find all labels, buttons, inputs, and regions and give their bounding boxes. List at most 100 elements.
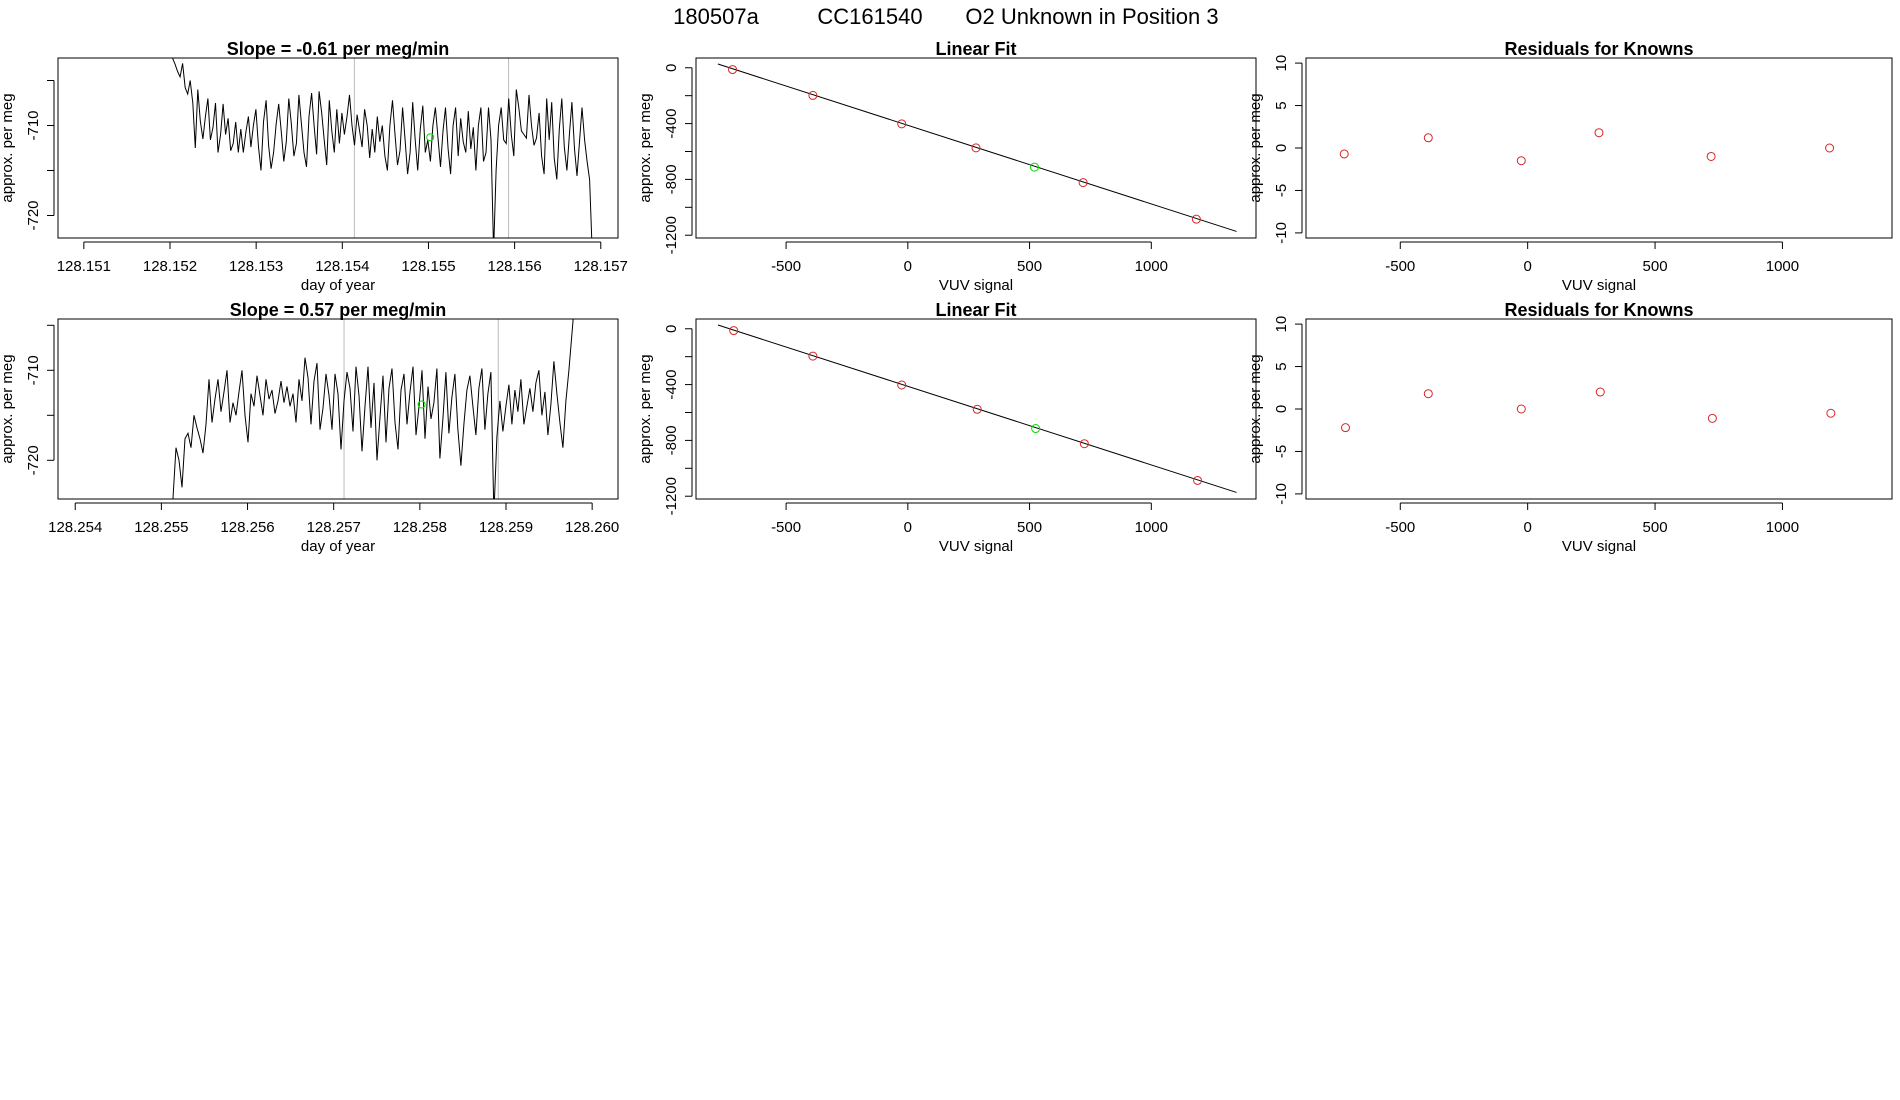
y-tick-label: -710: [25, 110, 42, 140]
y-tick-label: 0: [663, 64, 680, 72]
y-tick-label: -1200: [663, 216, 680, 254]
known-point: [971, 143, 981, 153]
y-tick-label: -400: [663, 109, 680, 139]
x-tick-label: 128.154: [315, 258, 369, 275]
unknown-point: [426, 133, 435, 142]
plot-frame: [695, 57, 1257, 239]
y-tick-label: 5: [1273, 362, 1290, 370]
x-axis-label: VUV signal: [939, 538, 1013, 555]
y-tick-label: 10: [1273, 316, 1290, 333]
x-tick-label: 500: [1643, 258, 1668, 275]
known-point: [729, 326, 739, 336]
chart-res1: Residuals for Knowns VUV signal approx. pe…: [1247, 39, 1893, 294]
plot-frame: [57, 318, 619, 500]
known-point: [1707, 413, 1717, 423]
known-point: [1594, 128, 1604, 138]
x-tick-label: 128.257: [307, 519, 361, 536]
y-tick-label: -400: [663, 370, 680, 400]
known-point: [1191, 214, 1201, 224]
chart-title: Slope = -0.61 per meg/min: [227, 39, 450, 59]
x-axis-label: day of year: [301, 277, 375, 294]
y-tick-label: -10: [1273, 222, 1290, 244]
unknown-point: [1029, 162, 1039, 172]
x-tick-label: 500: [1017, 258, 1042, 275]
chart-title: Residuals for Knowns: [1504, 300, 1693, 320]
x-tick-label: 0: [1523, 258, 1531, 275]
unknown-point: [1031, 424, 1041, 434]
known-point: [897, 119, 907, 129]
y-tick-label: -710: [25, 355, 42, 385]
unknown-point: [417, 400, 426, 409]
known-point: [1339, 149, 1349, 159]
known-point: [1423, 133, 1433, 143]
x-tick-label: 128.259: [479, 519, 533, 536]
plot-frame: [57, 57, 619, 239]
y-tick-label: -1200: [663, 477, 680, 515]
known-point: [1516, 404, 1526, 414]
x-tick-label: 128.156: [487, 258, 541, 275]
known-point: [808, 90, 818, 100]
known-point: [1595, 387, 1605, 397]
y-tick-label: -720: [25, 200, 42, 230]
plot-area-res2: [1340, 387, 1836, 433]
x-axis-label: VUV signal: [939, 277, 1013, 294]
x-tick-label: 128.260: [565, 519, 619, 536]
known-point: [1423, 389, 1433, 399]
fit-line: [717, 63, 1237, 232]
y-tick-label: -5: [1273, 184, 1290, 197]
x-tick-label: 128.255: [134, 519, 188, 536]
fit-line: [717, 324, 1237, 493]
chart-fit1: Linear Fit VUV signal approx. per meg -500 0…: [637, 39, 1257, 294]
chart-res2: Residuals for Knowns VUV signal approx. pe…: [1247, 300, 1893, 555]
x-tick-label: -500: [1385, 258, 1415, 275]
x-tick-label: 128.254: [48, 519, 102, 536]
x-tick-label: 0: [904, 258, 912, 275]
known-point: [1706, 151, 1716, 161]
plot-area-ts1: [171, 58, 593, 238]
known-point: [728, 65, 738, 75]
plot-area-ts2: [172, 319, 574, 499]
y-axis-label: approx. per meg: [0, 354, 16, 463]
y-tick-label: 5: [1273, 101, 1290, 109]
series-line-signal: [171, 58, 593, 238]
x-tick-label: 1000: [1766, 258, 1799, 275]
plot-frame: [695, 318, 1257, 500]
known-point: [1078, 178, 1088, 188]
figure-title-id: 180507a: [673, 4, 759, 29]
chart-fit2: Linear Fit VUV signal approx. per meg -500 0…: [637, 300, 1257, 555]
y-axis-label: approx. per meg: [637, 354, 654, 463]
x-tick-label: 128.157: [574, 258, 628, 275]
x-tick-label: 128.155: [401, 258, 455, 275]
y-tick-label: -800: [663, 425, 680, 455]
y-axis-label: approx. per meg: [1247, 354, 1264, 463]
known-point: [1340, 423, 1350, 433]
y-axis-label: approx. per meg: [0, 93, 16, 202]
series-line-signal: [172, 319, 574, 499]
plot-area-res1: [1339, 128, 1835, 166]
plot-frame: [1305, 318, 1893, 500]
x-tick-label: 128.151: [57, 258, 111, 275]
x-tick-label: 128.258: [393, 519, 447, 536]
figure-title-position: O2 Unknown in Position 3: [965, 4, 1218, 29]
x-tick-label: 128.153: [229, 258, 283, 275]
x-tick-label: 128.256: [220, 519, 274, 536]
y-axis-label: approx. per meg: [1247, 93, 1264, 202]
x-tick-label: 500: [1017, 519, 1042, 536]
y-tick-label: -10: [1273, 483, 1290, 505]
chart-ts1: Slope = -0.61 per meg/min day of year appr…: [0, 39, 628, 294]
y-tick-label: 10: [1273, 55, 1290, 72]
y-tick-label: 0: [1273, 144, 1290, 152]
y-tick-label: -5: [1273, 445, 1290, 458]
chart-title: Linear Fit: [935, 300, 1016, 320]
known-point: [897, 380, 907, 390]
x-tick-label: 128.152: [143, 258, 197, 275]
x-tick-label: 1000: [1135, 519, 1168, 536]
x-tick-label: -500: [1385, 519, 1415, 536]
plot-frame: [1305, 57, 1893, 239]
x-tick-label: 1000: [1766, 519, 1799, 536]
chart-title: Residuals for Knowns: [1504, 39, 1693, 59]
x-tick-label: 500: [1643, 519, 1668, 536]
chart-ts2: Slope = 0.57 per meg/min day of year appro…: [0, 300, 619, 555]
known-point: [1079, 439, 1089, 449]
